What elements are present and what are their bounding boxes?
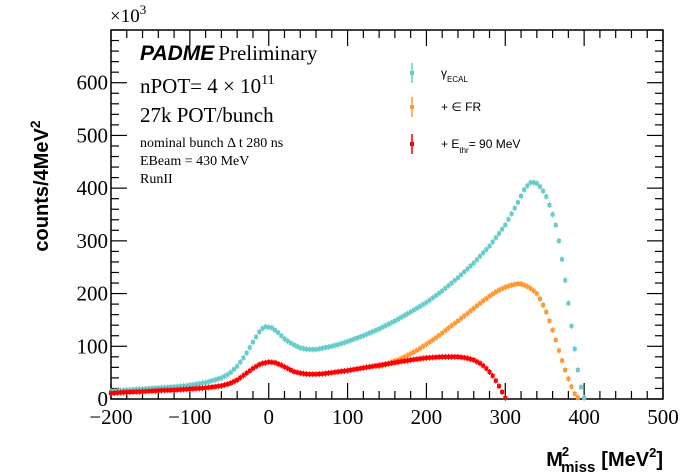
legend-marker (410, 71, 414, 75)
legend-label: + ∈ FR (441, 100, 481, 114)
y-axis-title-sup: 2 (27, 120, 43, 128)
ebeam-label: EBeam = 430 MeV (140, 154, 249, 169)
legend-marker (410, 105, 414, 109)
x-tick-label: −200 (89, 405, 132, 429)
x-tick-label: 200 (411, 405, 443, 429)
annotations: PADME Preliminary nPOT= 4 × 1011 27k POT/… (140, 41, 318, 187)
preliminary-label: Preliminary (218, 41, 318, 65)
series-2 (109, 353, 508, 401)
series-layer (109, 179, 587, 401)
bunch-spacing-label: nominal bunch Δ t 280 ns (140, 136, 283, 151)
y-tick-label: 300 (77, 229, 109, 253)
y-tick-label: 400 (77, 176, 109, 200)
run-label: RunII (140, 172, 173, 187)
pot-bunch-label: 27k POT/bunch (140, 103, 274, 127)
y-tick-label: 0 (98, 387, 109, 411)
x-tick-label: −100 (168, 405, 211, 429)
legend: γECAL + ∈ FR + Ethr= 90 MeV (410, 63, 520, 155)
x-tick-label: 400 (568, 405, 600, 429)
legend-label-post: = 90 MeV (469, 137, 521, 151)
y-tick-label: 500 (77, 123, 109, 147)
y-tick-label: 100 (77, 334, 109, 358)
legend-label-main: γ (441, 66, 447, 80)
y-axis-title-text: counts/4MeV (31, 128, 53, 252)
x-axis-title-unit-sup: 2 (649, 445, 656, 460)
legend-label-sub: thr (459, 146, 469, 155)
legend-marker (410, 142, 414, 146)
legend-label: γECAL (441, 66, 468, 84)
x-axis-title: M2 miss [MeV2] (546, 444, 663, 476)
x-axis-title-main: M (546, 449, 563, 471)
x-axis-title-unit: [MeV (601, 449, 649, 471)
x-tick-label: 500 (647, 405, 679, 429)
y-tick-label: 600 (77, 71, 109, 95)
x-tick-label: 100 (332, 405, 364, 429)
legend-item: + Ethr= 90 MeV (410, 134, 520, 155)
y-multiplier: ×103 (110, 2, 146, 27)
npot-text: nPOT= 4 × 10 (140, 74, 261, 98)
y-multiplier-exp: 3 (140, 2, 147, 17)
experiment-name: PADME (140, 42, 215, 65)
legend-label-main: + ∈ FR (441, 100, 481, 114)
y-tick-label: 200 (77, 282, 109, 306)
x-tick-label: 300 (490, 405, 522, 429)
y-axis-title: counts/4MeV2 (27, 120, 53, 251)
legend-label-main: + E (441, 137, 459, 151)
series-1 (377, 280, 580, 401)
npot-label: nPOT= 4 × 1011 (140, 73, 275, 98)
x-ticks (110, 30, 664, 399)
legend-label: + Ethr= 90 MeV (441, 137, 520, 155)
x-tick-label: 0 (263, 405, 274, 429)
plot-frame (110, 29, 664, 400)
y-multiplier-base: ×10 (110, 6, 140, 27)
x-axis-title-sub: miss (561, 459, 595, 476)
y-tick-labels: 0 100 200 300 400 500 600 (77, 71, 109, 411)
padme-label: PADME Preliminary (140, 41, 318, 65)
legend-label-sub: ECAL (447, 75, 468, 84)
x-axis-title-sup: 2 (562, 444, 569, 459)
y-ticks (111, 29, 663, 400)
legend-item: γECAL (410, 63, 468, 84)
npot-exp: 11 (261, 73, 274, 88)
x-tick-labels: −200 −100 0 100 200 300 400 500 (89, 405, 678, 429)
x-axis-title-unit-end: ] (656, 449, 663, 471)
legend-item: + ∈ FR (410, 97, 481, 117)
